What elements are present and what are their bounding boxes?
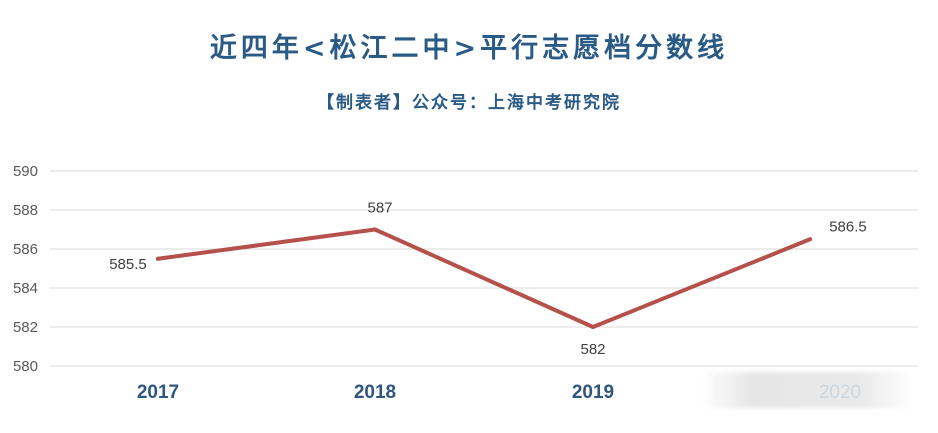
y-tick-label: 588 [13,202,38,219]
y-tick-label: 582 [13,319,38,336]
y-axis-ticks: 580 582 584 586 588 590 [13,163,38,375]
data-labels: 585.5 587 582 586.5 [109,200,867,359]
x-tick-label: 2017 [137,382,179,403]
y-tick-label: 580 [13,358,38,375]
data-point [156,256,160,261]
chart-subtitle: 【制表者】公众号：上海中考研究院 [317,93,621,113]
data-label: 586.5 [829,218,867,235]
chart-title: 近四年<松江二中>平行志愿档分数线 [209,33,729,64]
gridlines [50,170,918,367]
x-tick-label: 2019 [572,382,614,403]
series-layer [156,227,812,329]
data-label: 585.5 [109,256,147,273]
data-point [808,237,812,242]
series-line [156,227,812,329]
data-label: 582 [580,341,605,358]
data-label: 587 [367,200,392,217]
data-point [591,325,595,329]
y-tick-label: 586 [13,241,38,258]
y-tick-label: 590 [13,163,38,180]
data-point [373,227,377,232]
y-tick-label: 584 [13,280,38,297]
x-tick-label: 2018 [354,382,396,403]
watermark-blur [700,372,915,408]
